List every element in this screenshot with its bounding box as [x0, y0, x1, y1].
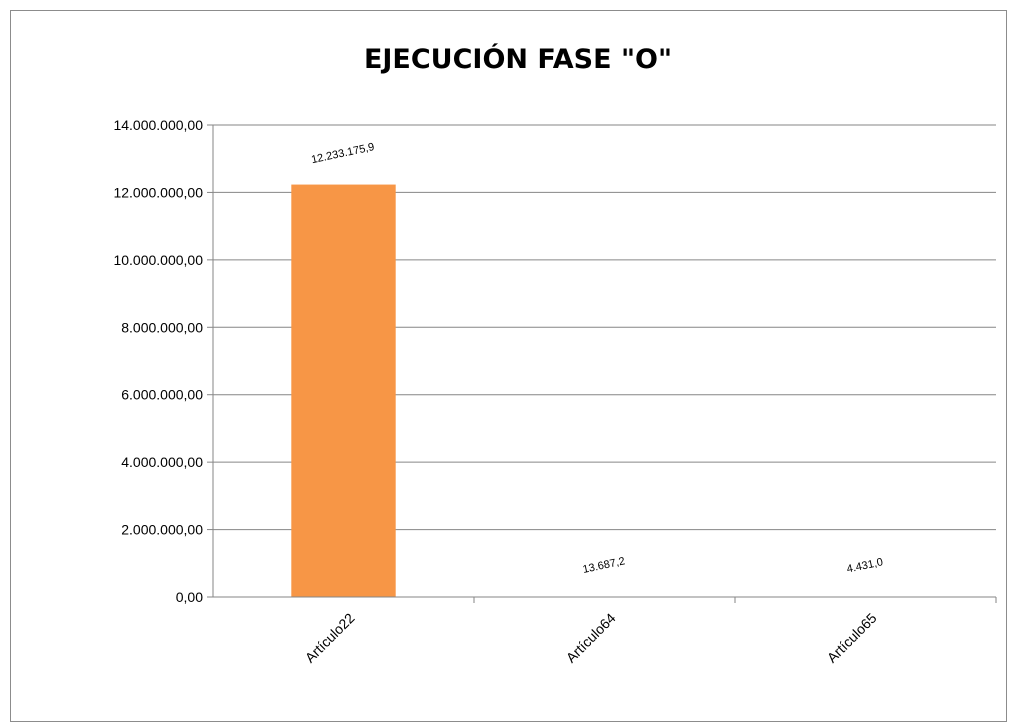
y-tick-label: 8.000.000,00 [121, 319, 203, 335]
data-label: 12.233.175,9 [310, 141, 375, 166]
y-tick-label: 14.000.000,00 [113, 117, 203, 133]
x-tick-label: Artículo64 [563, 610, 619, 666]
y-tick-label: 4.000.000,00 [121, 454, 203, 470]
y-tick-label: 6.000.000,00 [121, 387, 203, 403]
axes [207, 124, 997, 603]
bars [291, 184, 918, 598]
chart-frame [10, 10, 1007, 722]
data-label: 4.431,0 [846, 556, 884, 575]
y-tick-label: 0,00 [176, 589, 203, 605]
y-tick-label: 2.000.000,00 [121, 522, 203, 538]
x-tick-label: Artículo22 [302, 610, 358, 666]
chart-title: EJECUCIÓN FASE "O" [364, 43, 672, 75]
y-tick-label: 12.000.000,00 [113, 184, 203, 200]
bar-artículo22 [291, 184, 396, 598]
labels: 0,00 2.000.000,00 4.000.000,00 6.000.000,00… [113, 117, 884, 666]
y-tick-label: 10.000.000,00 [113, 252, 203, 268]
x-tick-label: Artículo65 [824, 610, 880, 666]
data-label: 13.687,2 [582, 555, 626, 576]
